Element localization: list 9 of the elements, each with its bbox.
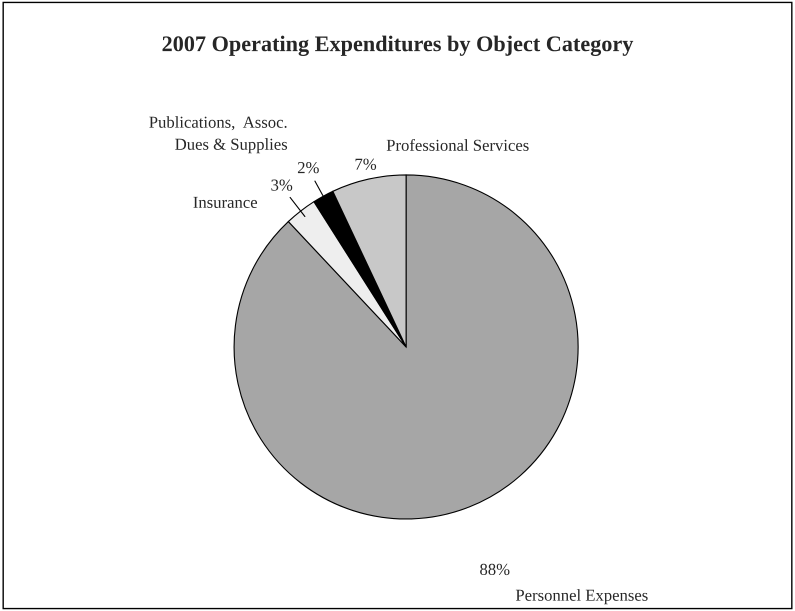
chart-title: 2007 Operating Expenditures by Object Category <box>162 36 634 56</box>
data-label: 3% <box>271 179 292 191</box>
slice-label: Publications, Assoc. Dues & Supplies <box>149 116 288 154</box>
slice-label: Professional Services <box>386 139 529 151</box>
data-label: 2% <box>298 162 319 174</box>
data-label: 88% <box>480 564 510 576</box>
slice-label: Insurance <box>193 196 258 208</box>
slice-label: Personnel Expenses <box>516 589 648 604</box>
data-label: 7% <box>356 158 376 170</box>
